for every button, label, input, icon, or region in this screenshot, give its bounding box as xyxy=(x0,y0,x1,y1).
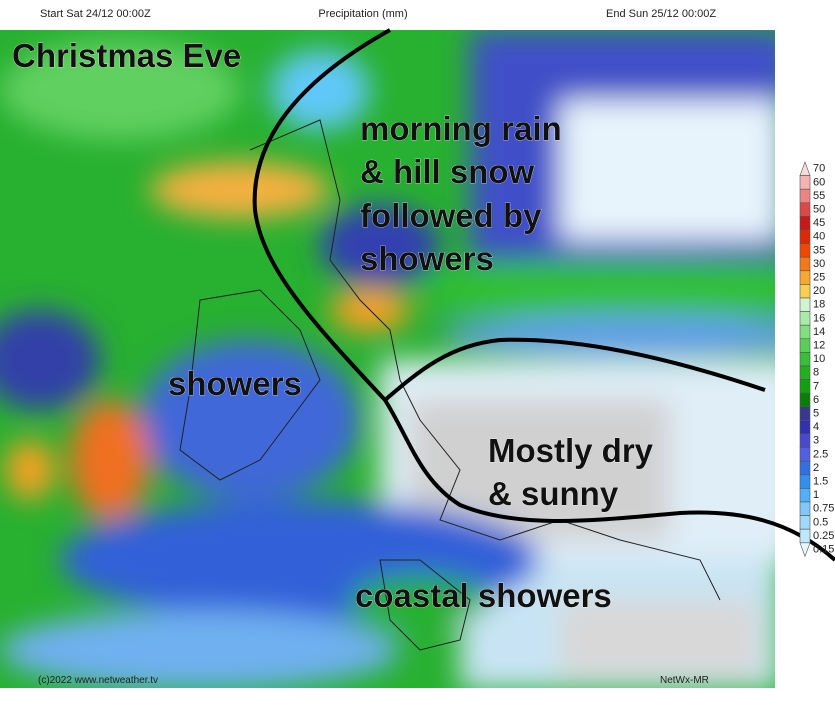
legend-label: 10 xyxy=(813,353,825,365)
annotation: showers xyxy=(168,365,302,402)
legend-swatch xyxy=(799,256,811,272)
legend-swatch xyxy=(799,406,811,421)
legend-swatch xyxy=(799,297,811,312)
legend-swatch xyxy=(799,365,811,380)
legend-label: 2 xyxy=(813,462,819,474)
legend-label: 60 xyxy=(813,176,825,188)
legend-swatch xyxy=(799,216,811,231)
annotation: Mostly dry xyxy=(488,432,654,469)
end-label: End Sun 25/12 00:00Z xyxy=(606,8,716,20)
annotation: & hill snow xyxy=(360,153,535,190)
legend-swatch xyxy=(799,175,811,190)
boundary-lines xyxy=(252,28,835,562)
legend-swatch xyxy=(799,379,811,394)
copyright: (c)2022 www.netweather.tv xyxy=(38,675,158,686)
legend-label: 1.5 xyxy=(813,476,828,488)
legend-swatch xyxy=(799,501,811,516)
legend-label: 25 xyxy=(813,272,825,284)
legend-label: 70 xyxy=(813,163,825,175)
legend-label: 18 xyxy=(813,299,825,311)
annotation: showers xyxy=(360,240,494,277)
annotation: followed by xyxy=(360,197,542,234)
legend-swatch xyxy=(799,188,811,204)
legend-swatch xyxy=(799,270,811,285)
legend-swatch xyxy=(799,284,811,299)
annotation: coastal showers xyxy=(355,577,612,614)
legend-label: 1 xyxy=(813,489,819,501)
legend-label: 14 xyxy=(813,326,825,338)
legend-swatch xyxy=(799,542,811,558)
annotation: morning rain xyxy=(360,110,562,147)
legend-label: 20 xyxy=(813,285,825,297)
precipitation-field xyxy=(0,30,775,688)
map-title: Precipitation (mm) xyxy=(318,8,407,20)
legend-swatch xyxy=(799,324,811,340)
legend-label: 50 xyxy=(813,204,825,216)
legend-label: 0.25 xyxy=(813,530,834,542)
legend-label: 30 xyxy=(813,258,825,270)
legend-swatch xyxy=(799,515,811,530)
legend-swatch xyxy=(799,352,811,367)
legend-swatch xyxy=(799,243,811,258)
legend-label: 4 xyxy=(813,421,819,433)
legend-swatch xyxy=(799,460,811,476)
legend-label: 0.15 xyxy=(813,544,834,556)
legend-swatch xyxy=(799,338,811,353)
legend-swatch xyxy=(799,433,811,448)
legend-swatch xyxy=(799,311,811,326)
legend-label: 2.5 xyxy=(813,448,828,460)
legend-label: 3 xyxy=(813,435,819,447)
legend-label: 35 xyxy=(813,244,825,256)
legend-label: 40 xyxy=(813,231,825,243)
legend-swatch xyxy=(799,229,811,244)
legend-swatch xyxy=(799,447,811,462)
legend-label: 0.5 xyxy=(813,516,828,528)
legend-swatch xyxy=(799,161,811,176)
legend-label: 8 xyxy=(813,367,819,379)
legend-swatch xyxy=(799,474,811,489)
model-label: NetWx-MR xyxy=(660,675,709,686)
legend-swatch xyxy=(799,420,811,435)
legend-swatch xyxy=(799,528,811,544)
legend-label: 6 xyxy=(813,394,819,406)
legend-label: 55 xyxy=(813,190,825,202)
legend-label: 12 xyxy=(813,340,825,352)
legend-swatch xyxy=(799,202,811,217)
legend-label: 45 xyxy=(813,217,825,229)
legend-swatch xyxy=(799,488,811,503)
annotation: Christmas Eve xyxy=(12,37,241,74)
legend-label: 0.75 xyxy=(813,503,834,515)
legend-label: 7 xyxy=(813,380,819,392)
start-label: Start Sat 24/12 00:00Z xyxy=(40,8,151,20)
legend-label: 5 xyxy=(813,408,819,420)
legend-swatch xyxy=(799,392,811,408)
legend-label: 16 xyxy=(813,312,825,324)
annotation: & sunny xyxy=(488,475,619,512)
